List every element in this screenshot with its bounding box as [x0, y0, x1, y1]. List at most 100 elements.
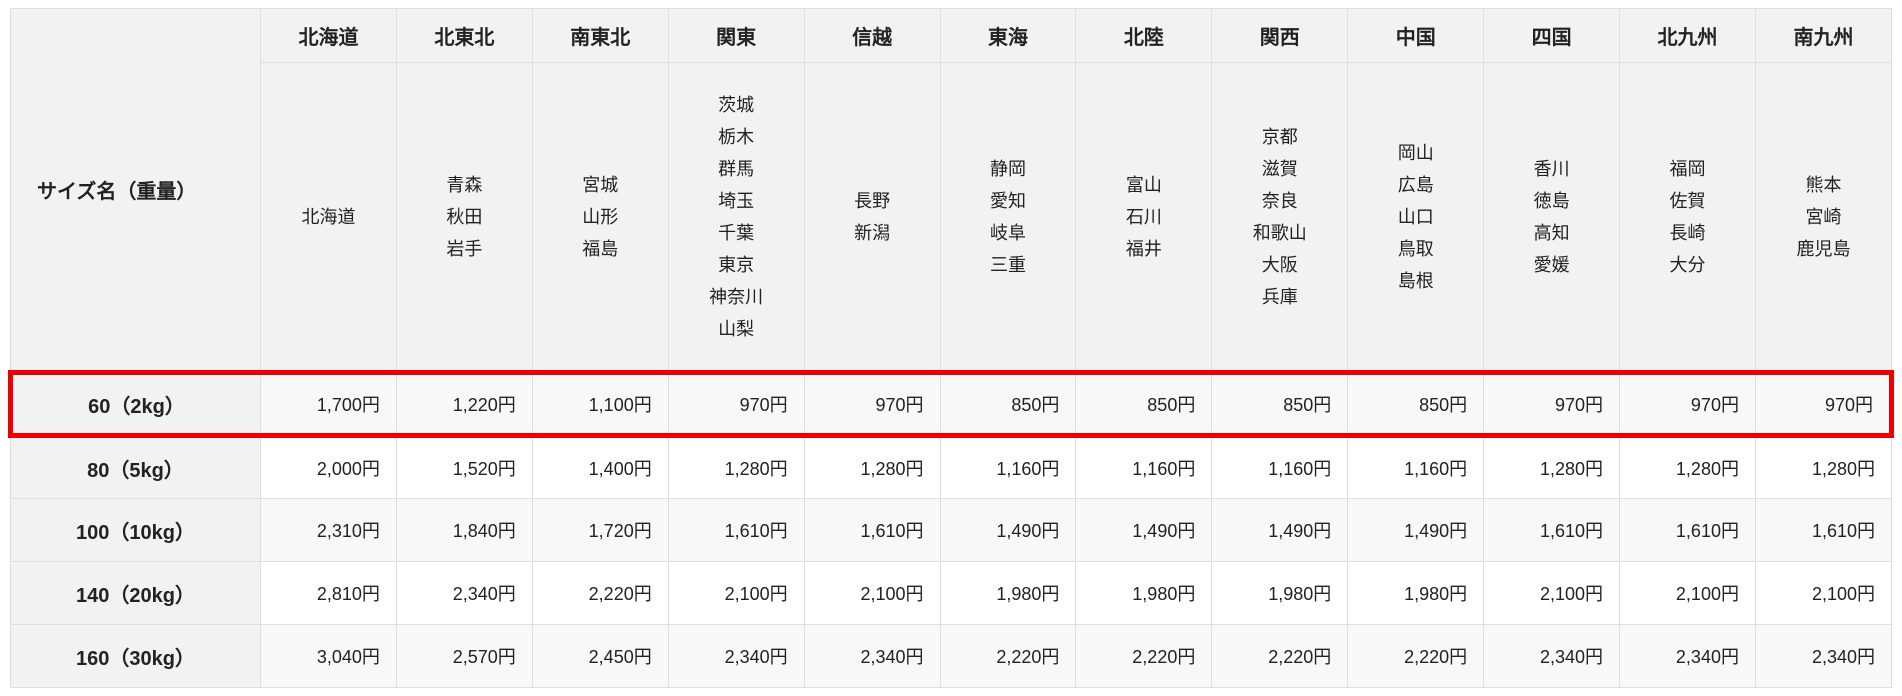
price-cell: 1,280円	[667, 435, 805, 499]
price-cell: 2,100円	[1619, 561, 1756, 625]
price-cell: 2,450円	[531, 624, 669, 688]
price-cell: 2,310円	[260, 498, 397, 562]
prefecture-name: 島根	[1397, 270, 1434, 291]
price-cell: 1,280円	[803, 435, 941, 499]
size-row: 160（30kg） 3,040円 2,570円 2,450円 2,340円 2,340円 2…	[10, 624, 1893, 688]
size-label: 160（30kg）	[10, 624, 261, 688]
price-cell: 2,340円	[1754, 624, 1893, 688]
prefecture-name: 埼玉	[718, 190, 755, 211]
prefecture-list: 宮城 山形 福島	[531, 62, 669, 373]
price-cell: 970円	[1619, 370, 1756, 438]
price-cell: 1,610円	[667, 498, 805, 562]
price-cell: 850円	[1347, 370, 1485, 438]
price-cell: 1,610円	[803, 498, 941, 562]
prefecture-name: 山梨	[718, 318, 755, 339]
region-header: 東海	[939, 8, 1077, 63]
price-cell: 2,100円	[1483, 561, 1621, 625]
region-header: 関西	[1211, 8, 1349, 63]
prefecture-name: 青森	[446, 174, 483, 195]
price-cell: 850円	[1075, 370, 1213, 438]
prefecture-list: 富山 石川 福井	[1075, 62, 1213, 373]
price-cell: 1,520円	[395, 435, 533, 499]
region-header: 四国	[1483, 8, 1621, 63]
price-cell: 2,220円	[1211, 624, 1349, 688]
price-cell: 1,490円	[1211, 498, 1349, 562]
size-weight-corner-header: サイズ名（重量）	[10, 8, 261, 373]
prefecture-name: 大阪	[1261, 254, 1298, 275]
price-cell: 2,220円	[1347, 624, 1485, 688]
price-cell: 2,220円	[531, 561, 669, 625]
prefecture-name: 新潟	[854, 222, 891, 243]
price-cell: 3,040円	[260, 624, 397, 688]
prefecture-name: 岐阜	[989, 222, 1026, 243]
prefecture-name: 鹿児島	[1796, 238, 1851, 259]
prefecture-name: 愛知	[989, 190, 1026, 211]
prefecture-name: 和歌山	[1252, 222, 1307, 243]
prefecture-list: 青森 秋田 岩手	[395, 62, 533, 373]
price-cell: 1,980円	[1347, 561, 1485, 625]
prefecture-name: 福島	[582, 238, 619, 259]
price-cell: 2,220円	[939, 624, 1077, 688]
price-cell: 1,610円	[1619, 498, 1756, 562]
price-cell: 2,100円	[1754, 561, 1893, 625]
prefecture-name: 佐賀	[1669, 190, 1706, 211]
price-cell: 1,840円	[395, 498, 533, 562]
prefecture-list: 岡山 広島 山口 鳥取 島根	[1347, 62, 1485, 373]
prefecture-name: 徳島	[1533, 190, 1570, 211]
price-cell: 2,220円	[1075, 624, 1213, 688]
price-cell: 1,280円	[1483, 435, 1621, 499]
prefecture-name: 熊本	[1805, 174, 1842, 195]
price-cell: 2,100円	[667, 561, 805, 625]
prefecture-name: 茨城	[718, 94, 755, 115]
prefecture-name: 秋田	[446, 206, 483, 227]
price-cell: 1,610円	[1754, 498, 1893, 562]
size-row: 140（20kg） 2,810円 2,340円 2,220円 2,100円 2,100円 1…	[10, 561, 1893, 625]
shipping-rate-table: サイズ名（重量） 北海道 北東北 南東北 関東 信越 東海 北陸 関西 中国 四国 北九州 南九州 北海道…	[8, 8, 1895, 688]
region-header: 信越	[803, 8, 941, 63]
price-cell: 2,570円	[395, 624, 533, 688]
size-row: 100（10kg） 2,310円 1,840円 1,720円 1,610円 1,610円 1…	[10, 498, 1893, 562]
prefecture-list: 福岡 佐賀 長崎 大分	[1619, 62, 1756, 373]
price-cell: 1,980円	[1211, 561, 1349, 625]
prefecture-row: 北海道 青森 秋田 岩手 宮城 山形 福島 茨城 栃木 群馬 埼玉 千葉 東京 神奈川 山梨 長野 新潟 静岡 愛知…	[11, 62, 1893, 373]
prefecture-name: 兵庫	[1261, 286, 1298, 307]
prefecture-name: 石川	[1125, 206, 1162, 227]
size-label: 100（10kg）	[10, 498, 261, 562]
prefecture-name: 宮崎	[1805, 206, 1842, 227]
prefecture-name: 福井	[1125, 238, 1162, 259]
price-cell: 1,280円	[1754, 435, 1893, 499]
prefecture-list: 香川 徳島 高知 愛媛	[1483, 62, 1621, 373]
price-cell: 1,160円	[1347, 435, 1485, 499]
price-cell: 1,160円	[939, 435, 1077, 499]
prefecture-list: 北海道	[260, 62, 397, 373]
region-header: 関東	[667, 8, 805, 63]
price-cell: 1,720円	[531, 498, 669, 562]
price-cell: 1,610円	[1483, 498, 1621, 562]
prefecture-list: 茨城 栃木 群馬 埼玉 千葉 東京 神奈川 山梨	[667, 62, 805, 373]
prefecture-name: 千葉	[718, 222, 755, 243]
price-cell: 1,490円	[1075, 498, 1213, 562]
size-row: 80（5kg） 2,000円 1,520円 1,400円 1,280円 1,280円 1,1…	[10, 435, 1893, 499]
prefecture-name: 長野	[854, 190, 891, 211]
prefecture-name: 岡山	[1397, 142, 1434, 163]
region-header: 中国	[1347, 8, 1485, 63]
prefecture-name: 宮城	[582, 174, 619, 195]
prefecture-name: 静岡	[989, 158, 1026, 179]
price-cell: 970円	[1754, 370, 1895, 438]
prefecture-name: 三重	[989, 254, 1026, 275]
price-cell: 970円	[667, 370, 805, 438]
price-cell: 1,100円	[531, 370, 669, 438]
price-cell: 1,700円	[260, 370, 397, 438]
price-cell: 2,810円	[260, 561, 397, 625]
region-header: 南東北	[531, 8, 669, 63]
prefecture-list: 静岡 愛知 岐阜 三重	[939, 62, 1077, 373]
price-cell: 1,490円	[1347, 498, 1485, 562]
prefecture-name: 奈良	[1261, 190, 1298, 211]
prefecture-name: 大分	[1669, 254, 1706, 275]
prefecture-name: 福岡	[1669, 158, 1706, 179]
price-cell: 1,980円	[939, 561, 1077, 625]
price-cell: 1,400円	[531, 435, 669, 499]
prefecture-name: 岩手	[446, 238, 483, 259]
price-cell: 2,340円	[395, 561, 533, 625]
prefecture-name: 北海道	[301, 206, 356, 227]
